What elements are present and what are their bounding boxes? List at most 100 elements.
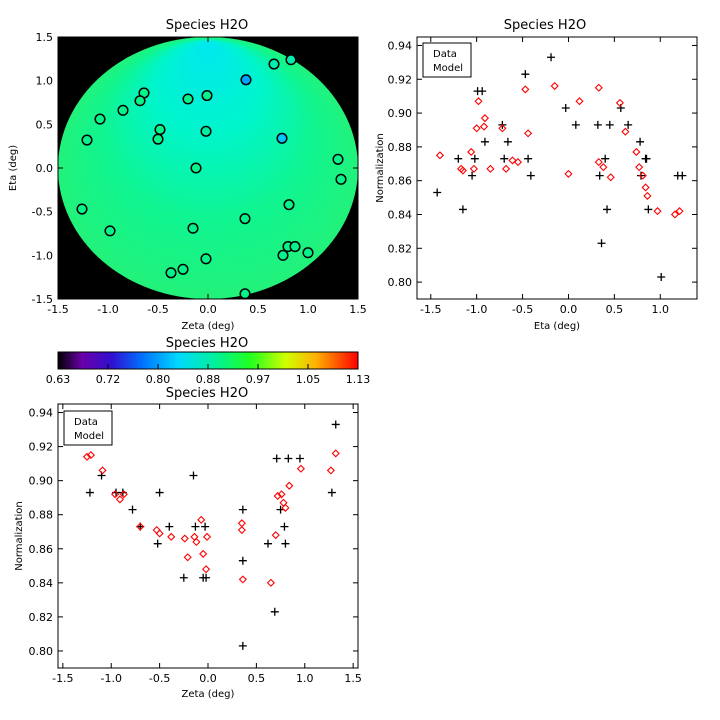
zeta-ytick-label: 0.84 (29, 577, 54, 590)
map-ytick-label: -1.5 (32, 293, 53, 306)
eta-model-point (501, 164, 511, 173)
zeta-ytick-label: 0.86 (29, 543, 54, 556)
zeta-model-point (111, 490, 120, 499)
zeta-markers (82, 420, 340, 650)
eta-model-point (638, 171, 647, 180)
zeta-ytick-label: 0.90 (29, 475, 54, 488)
zeta-plot-area (57, 403, 359, 669)
zeta-ytick-label: 0.80 (29, 645, 54, 658)
colorbar-tick-label: 0.80 (146, 373, 171, 386)
map-title: Species H2O (166, 18, 248, 33)
eta-ytick-label: 0.82 (388, 242, 413, 255)
zeta-model-point (119, 490, 128, 499)
eta-model-point (594, 83, 603, 92)
colorbar-ticks: 0.63 0.72 0.80 0.88 0.97 1.05 1.13 (46, 364, 371, 386)
eta-axes: -1.5 -1.0 -0.5 0.0 0.5 1.0 0.80 0.82 0.84 0.86 0.8… (388, 37, 697, 316)
zeta-model-point (277, 490, 286, 499)
eta-model-point (550, 81, 559, 91)
zeta-data-point (331, 420, 340, 429)
eta-data-point (521, 70, 530, 79)
eta-model-point (467, 147, 476, 157)
eta-data-point (642, 154, 651, 163)
eta-ytick-label: 0.80 (388, 276, 413, 289)
colorbar-tick-label: 0.97 (246, 373, 271, 386)
eta-panel: Species H2O -1.5 -1.0 -0.5 0.0 0.5 1.0 0.80 0.8… (375, 18, 698, 332)
eta-ytick-label: 0.88 (388, 141, 413, 154)
eta-markers (433, 53, 687, 282)
eta-model-point (675, 207, 684, 216)
map-point (200, 125, 212, 137)
map-xtick-label: 0.5 (249, 303, 267, 316)
zeta-data-point (270, 607, 279, 616)
colorbar-tick-label: 0.72 (96, 373, 121, 386)
map-xtick-label: -1.5 (47, 303, 68, 316)
eta-data-point (636, 137, 645, 146)
zeta-xtick-label: -0.5 (149, 672, 170, 685)
map-point (283, 199, 295, 211)
zeta-model-point (115, 495, 125, 504)
zeta-data-point (238, 556, 247, 565)
map-point (200, 253, 212, 265)
eta-model-point (474, 97, 483, 106)
eta-model-point (513, 158, 523, 167)
map-point (81, 134, 93, 146)
eta-data-point (603, 205, 612, 214)
map-point (187, 222, 199, 234)
zeta-model-point (266, 578, 275, 587)
eta-data-point (597, 239, 606, 248)
eta-data-point (503, 137, 512, 146)
eta-model-point (575, 97, 584, 106)
eta-model-point (564, 169, 573, 178)
map-point (239, 288, 251, 300)
map-x-axis: -1.5 -1.0 -0.5 0.0 0.5 1.0 1.5 (47, 37, 367, 316)
map-ytick-label: 1.0 (36, 75, 54, 88)
eta-model-point (508, 156, 517, 165)
zeta-data-point (238, 505, 247, 514)
eta-data-point (624, 120, 633, 129)
map-xtick-label: -1.0 (97, 303, 118, 316)
eta-model-point (594, 158, 603, 167)
map-point (177, 263, 189, 275)
map-xtick-label: 1.0 (299, 303, 317, 316)
eta-xtick-label: 1.0 (652, 303, 670, 316)
map-ytick-label: 0.0 (36, 162, 54, 175)
eta-ytick-label: 0.92 (388, 73, 413, 86)
map-point (239, 213, 251, 225)
zeta-data-point (295, 454, 304, 463)
colorbar-title: Species H2O (166, 336, 248, 351)
eta-data-point (470, 154, 479, 163)
eta-data-point (657, 273, 666, 282)
zeta-model-point (271, 531, 280, 540)
zeta-data-point (281, 539, 290, 548)
map-point (94, 113, 106, 125)
map-y-axis: -1.5 -1.0 -0.5 0.0 0.5 1.0 1.5 (32, 31, 358, 306)
map-point (276, 132, 288, 144)
zeta-data-point (165, 522, 174, 531)
zeta-model-point (237, 525, 246, 535)
zeta-model-point (285, 481, 294, 490)
zeta-model-point (326, 466, 335, 475)
zeta-axes: -1.5 -1.0 -0.5 0.0 0.5 1.0 1.5 0.80 0.82 0.84 0.86… (29, 404, 362, 685)
zeta-data-point (191, 522, 200, 531)
zeta-data-point (327, 488, 336, 497)
zeta-data-point (264, 539, 272, 548)
zeta-legend-model: Model (74, 431, 104, 442)
zeta-model-point (155, 529, 164, 538)
zeta-ylabel: Normalization (14, 501, 25, 571)
colorbar-tick-label: 1.13 (346, 373, 371, 386)
eta-model-point (479, 122, 489, 131)
eta-data-point (454, 154, 463, 163)
eta-model-point (632, 147, 641, 157)
zeta-model-point (238, 575, 247, 584)
eta-data-point (593, 120, 602, 129)
eta-model-point (635, 163, 644, 172)
map-point (277, 249, 289, 261)
eta-ytick-label: 0.94 (388, 39, 413, 52)
map-panel: Species H2O -1.5 -1.0 -0.5 0.0 0.5 1.0 1.5 -1.… (8, 18, 367, 332)
eta-data-point (547, 53, 556, 62)
map-xlabel: Zeta (deg) (182, 321, 235, 332)
eta-model-point (606, 173, 615, 182)
eta-model-point (472, 124, 481, 133)
map-point (332, 153, 344, 165)
zeta-ytick-label: 0.94 (29, 407, 54, 420)
